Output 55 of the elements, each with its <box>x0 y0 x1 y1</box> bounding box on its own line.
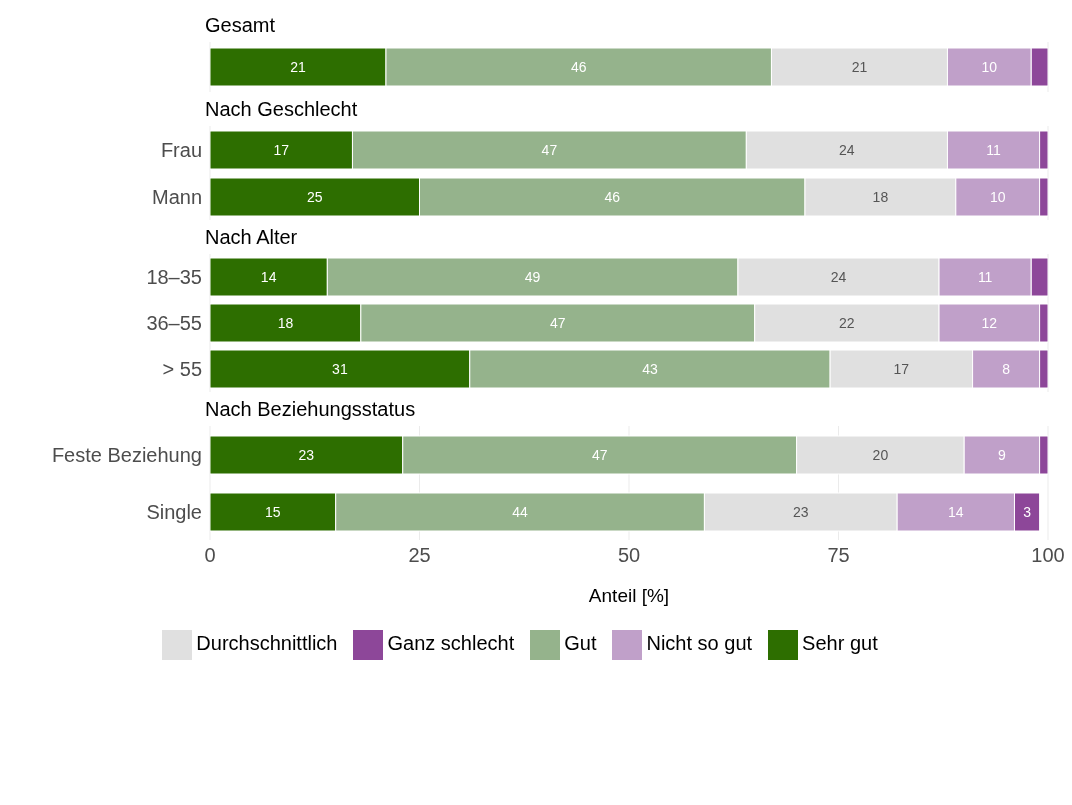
x-tick-label: 50 <box>617 544 641 567</box>
data-label: 17 <box>893 360 910 377</box>
data-label: 47 <box>541 141 558 158</box>
y-tick-label: > 55 <box>162 358 202 381</box>
data-label: 18 <box>872 188 889 205</box>
data-label: 21 <box>290 58 306 75</box>
x-tick-label: 100 <box>1031 544 1065 567</box>
chart-title: Gesamt <box>205 13 277 38</box>
legend-label: Durchschnittlich <box>196 632 338 655</box>
data-label: 11 <box>986 141 1001 158</box>
data-label: 47 <box>591 446 608 463</box>
data-label: 46 <box>570 58 587 75</box>
data-label: 43 <box>642 360 658 377</box>
chart-title: Nach Alter <box>205 225 299 250</box>
legend-label: Sehr gut <box>802 632 878 655</box>
data-label: 10 <box>981 58 998 75</box>
data-label: 24 <box>830 268 847 285</box>
data-label: 10 <box>989 188 1006 205</box>
y-tick-label: 36–55 <box>146 312 202 335</box>
data-label: 18 <box>277 314 294 331</box>
x-tick-label: 0 <box>204 544 216 567</box>
y-tick-label: 18–35 <box>146 266 202 289</box>
data-label: 12 <box>981 314 998 331</box>
data-label: 23 <box>793 503 809 520</box>
data-label: 22 <box>839 314 855 331</box>
data-label: 44 <box>512 503 529 520</box>
data-label: 49 <box>524 268 541 285</box>
data-label: 21 <box>851 58 868 75</box>
data-label: 15 <box>265 503 281 520</box>
data-label: 23 <box>298 446 315 463</box>
data-label: 24 <box>839 141 855 158</box>
data-label: 25 <box>306 188 323 205</box>
data-label: 46 <box>604 188 621 205</box>
data-label: 47 <box>549 314 566 331</box>
data-label: 9 <box>998 446 1007 463</box>
x-axis-title: Anteil [%] <box>588 585 670 606</box>
data-label: 11 <box>977 268 993 285</box>
legend-label: Nicht so gut <box>646 632 753 655</box>
legend-label: Gut <box>564 632 597 655</box>
data-label: 20 <box>872 446 889 463</box>
data-label: 3 <box>1023 503 1032 520</box>
y-tick-label: Frau <box>160 138 202 161</box>
data-label: 8 <box>1002 360 1011 377</box>
chart-title: Nach Geschlecht <box>205 97 359 122</box>
x-tick-label: 25 <box>408 544 431 567</box>
legend-label: Ganz schlecht <box>387 632 515 655</box>
x-tick-label: 75 <box>827 544 850 567</box>
data-label: 31 <box>332 360 348 377</box>
chart-title: Nach Beziehungsstatus <box>205 397 417 422</box>
data-label: 14 <box>260 268 277 285</box>
data-label: 14 <box>948 503 964 520</box>
data-label: 17 <box>273 141 290 158</box>
y-tick-label: Single <box>146 500 202 523</box>
y-tick-label: Feste Beziehung <box>51 443 202 466</box>
y-tick-label: Mann <box>151 185 202 208</box>
